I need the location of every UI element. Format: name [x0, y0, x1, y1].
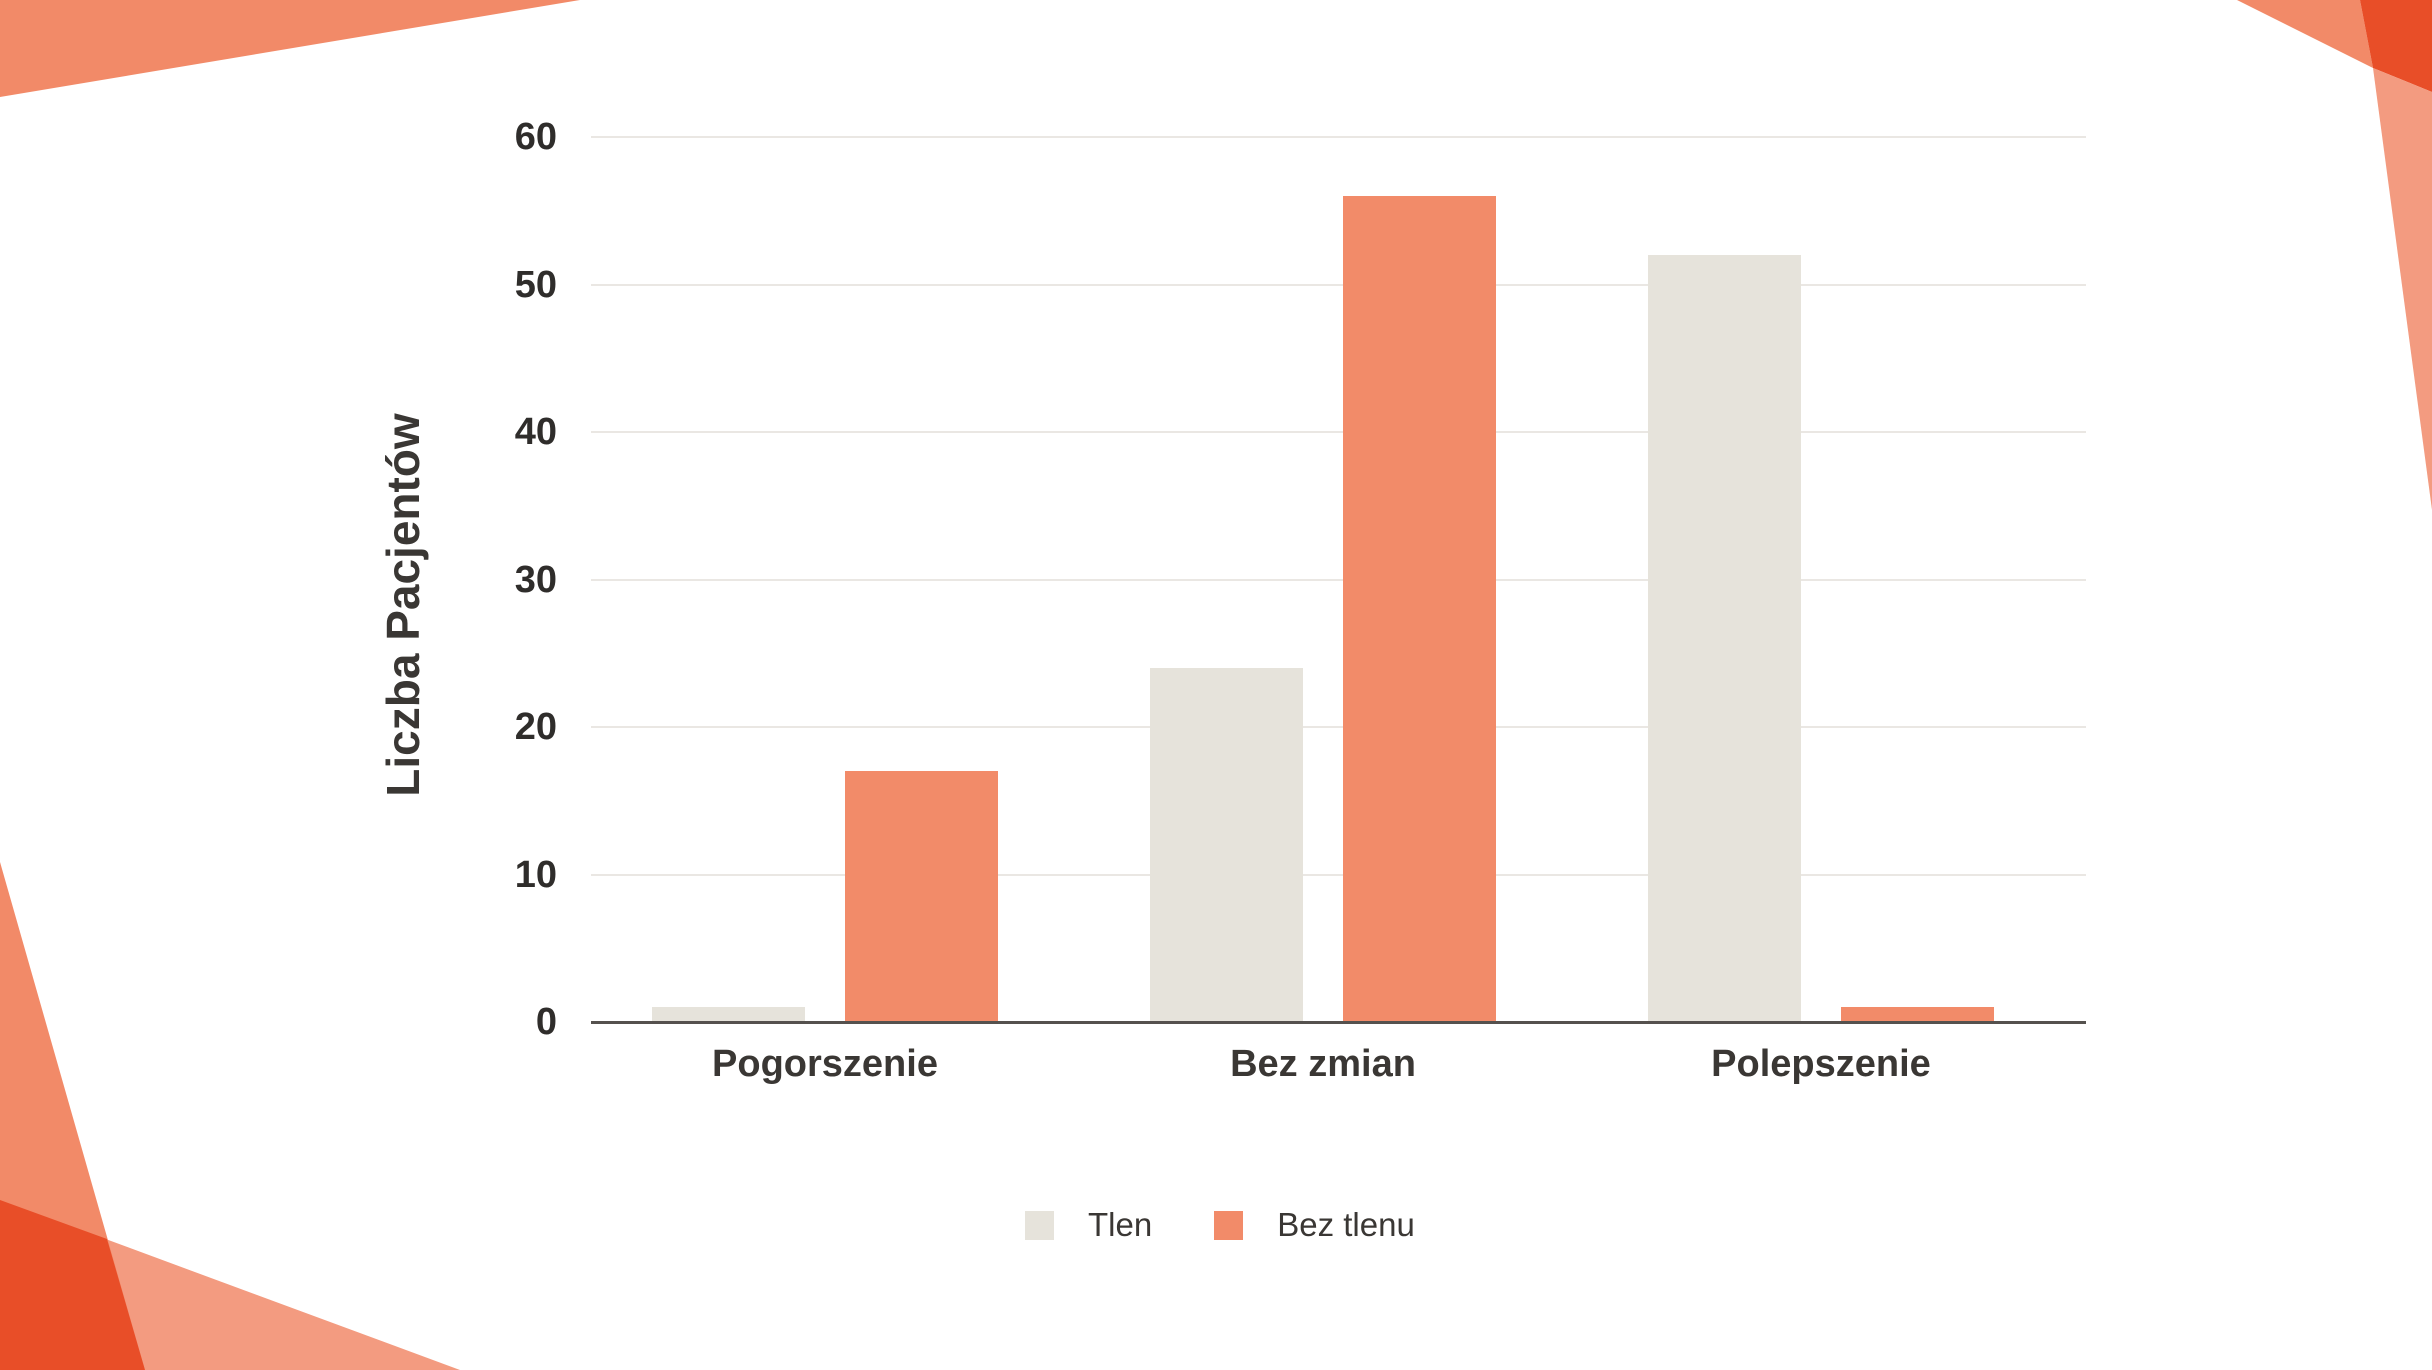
- gridline-30: [591, 578, 2086, 581]
- y-tick-label-30: 30: [514, 558, 557, 601]
- legend-label-bez-tlenu: Bez tlenu: [1277, 1206, 1415, 1243]
- bar-pogorszenie-tlen: [652, 1007, 805, 1022]
- gridline-40: [591, 431, 2086, 433]
- bar-bez-zmian-tlen: [1150, 668, 1303, 1022]
- bar-polepszenie-bez-tlenu: [1841, 1007, 1994, 1022]
- gridline-50: [591, 283, 2086, 286]
- y-tick-label-40: 40: [514, 411, 557, 453]
- y-tick-label-20: 20: [514, 706, 557, 748]
- legend-item-tlen: Tlen: [1025, 1206, 1152, 1244]
- legend-swatch-bez-tlenu: [1214, 1210, 1244, 1240]
- gridline-10: [591, 873, 2086, 876]
- gridline-60: [591, 136, 2086, 138]
- bar-pogorszenie-bez-tlenu: [845, 771, 998, 1022]
- y-tick-label-10: 10: [514, 853, 557, 896]
- y-tick-label-0: 0: [535, 1001, 557, 1043]
- y-axis-title: Liczba Pacjentów: [377, 412, 429, 797]
- bar-polepszenie-tlen: [1648, 255, 1801, 1022]
- legend-item-bez-tlenu: Bez tlenu: [1214, 1206, 1415, 1244]
- gridline-20: [591, 726, 2086, 728]
- legend-label-tlen: Tlen: [1088, 1206, 1153, 1243]
- y-tick-label-50: 50: [514, 263, 557, 306]
- chart-legend: Tlen Bez tlenu: [1025, 1206, 1415, 1244]
- x-category-label-pogorszenie: Pogorszenie: [712, 1043, 938, 1085]
- x-category-label-polepszenie: Polepszenie: [1711, 1043, 1931, 1085]
- legend-swatch-tlen: [1025, 1210, 1054, 1240]
- y-tick-label-60: 60: [514, 116, 557, 158]
- x-axis-line: [591, 1021, 2086, 1024]
- bar-bez-zmian-bez-tlenu: [1343, 196, 1496, 1022]
- x-category-label-bez-zmian: Bez zmian: [1230, 1043, 1416, 1085]
